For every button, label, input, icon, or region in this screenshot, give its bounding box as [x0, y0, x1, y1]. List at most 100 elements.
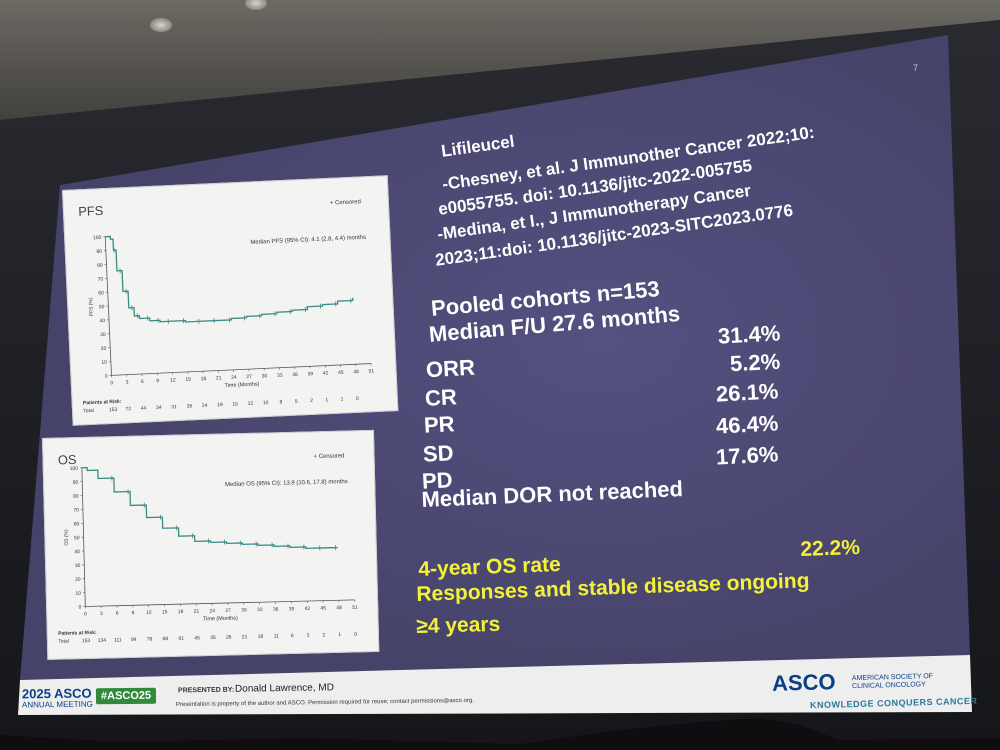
- risk-value: 44: [141, 405, 147, 411]
- x-tick-label: 51: [368, 368, 374, 374]
- y-tick-label: 40: [99, 318, 105, 324]
- meeting-subtitle: ANNUAL MEETING: [21, 699, 93, 710]
- censored-legend: + Censored: [314, 453, 345, 460]
- x-tick-label: 36: [273, 607, 279, 613]
- x-axis-label: Time (Months): [224, 382, 259, 390]
- slide-page-number: 7: [913, 63, 919, 73]
- y-axis: [104, 236, 112, 376]
- x-axis-label: Time (Months): [203, 616, 238, 623]
- risk-value: 134: [98, 638, 107, 644]
- x-tick-label: 15: [162, 609, 168, 615]
- x-tick-label: 39: [307, 371, 313, 377]
- x-tick-label: 15: [185, 377, 191, 383]
- risk-value: 19: [217, 402, 223, 408]
- asco-logo: ASCO: [771, 669, 836, 696]
- ceiling-light: [150, 18, 172, 32]
- risk-value: 94: [131, 637, 137, 643]
- y-tick-label: 90: [96, 249, 102, 255]
- median-label: Median OS (95% CI): 13.9 (10.6, 17.8) mo…: [225, 479, 348, 488]
- y-tick-label: 60: [98, 290, 104, 296]
- risk-value: 1: [338, 632, 341, 638]
- risk-value: 153: [109, 407, 118, 413]
- x-tick-label: 9: [132, 610, 135, 616]
- x-tick-label: 24: [209, 608, 215, 614]
- x-tick-label: 45: [338, 370, 344, 376]
- x-tick-label: 21: [216, 375, 222, 381]
- y-tick-label: 20: [101, 346, 107, 352]
- presented-by-label: PRESENTED BY:: [177, 686, 235, 695]
- y-tick-label: 100: [93, 235, 102, 241]
- y-tick-label: 0: [105, 374, 108, 380]
- risk-value: 2: [322, 632, 325, 638]
- pfs-chart-panel: PFS + Censored Median PFS (95% CI): 4.1 (2…: [62, 175, 399, 426]
- risk-value: 3: [307, 633, 310, 639]
- x-tick-label: 39: [289, 606, 295, 612]
- y-tick-label: 40: [74, 549, 80, 555]
- y-tick-label: 50: [74, 535, 80, 541]
- x-tick-label: 3: [126, 380, 129, 386]
- stat-label-cr: CR: [424, 384, 458, 411]
- y-tick-label: 90: [73, 480, 79, 486]
- x-tick-label: 30: [262, 373, 268, 379]
- ceiling-light: [245, 0, 267, 10]
- x-tick-label: 42: [323, 370, 329, 376]
- y-tick-label: 50: [99, 304, 105, 310]
- y-tick-label: 10: [75, 591, 81, 597]
- x-tick-label: 33: [277, 373, 283, 379]
- risk-value: 6: [291, 633, 294, 639]
- x-tick-label: 27: [246, 374, 252, 380]
- stat-value-cr: 5.2%: [729, 348, 781, 377]
- risk-value: 26: [187, 403, 193, 409]
- risk-table-label: Patients at Risk:: [58, 630, 97, 637]
- x-axis: [111, 363, 372, 376]
- risk-value: 2: [310, 398, 313, 404]
- x-tick-label: 0: [84, 611, 87, 617]
- risk-value: 45: [194, 635, 200, 641]
- x-tick-label: 42: [305, 606, 311, 612]
- x-tick-label: 12: [146, 610, 152, 616]
- risk-value: 111: [114, 637, 122, 643]
- risk-value: 24: [202, 403, 208, 409]
- x-tick-label: 33: [257, 607, 263, 613]
- risk-value: 72: [125, 406, 131, 412]
- risk-value: 35: [210, 635, 216, 641]
- x-tick-label: 48: [336, 605, 342, 611]
- y-axis-label: PFS (%): [88, 297, 95, 316]
- responses-duration: ≥4 years: [416, 612, 501, 638]
- risk-value: 5: [295, 399, 298, 405]
- risk-value: 68: [163, 636, 169, 642]
- risk-value: 0: [354, 632, 357, 638]
- risk-value: 61: [178, 636, 184, 642]
- y-tick-label: 30: [100, 332, 106, 338]
- x-tick-label: 45: [320, 605, 326, 611]
- stat-value-pr: 26.1%: [715, 378, 779, 407]
- stat-label-pr: PR: [423, 411, 456, 438]
- censored-legend: + Censored: [330, 199, 361, 206]
- x-tick-label: 6: [116, 611, 119, 617]
- stat-value-sd: 46.4%: [715, 410, 779, 439]
- presenter-name: Donald Lawrence, MD: [234, 682, 335, 695]
- y-tick-label: 10: [101, 360, 107, 366]
- y-tick-label: 0: [79, 605, 82, 611]
- risk-value: 9: [279, 399, 282, 405]
- x-tick-label: 0: [110, 380, 113, 386]
- stat-value-pd: 17.6%: [715, 441, 779, 470]
- risk-value: 21: [242, 634, 248, 640]
- x-tick-label: 48: [353, 369, 359, 375]
- os-rate-label: 4-year OS rate: [418, 553, 562, 581]
- x-tick-label: 6: [141, 379, 144, 385]
- x-tick-label: 18: [201, 376, 207, 382]
- y-tick-label: 80: [73, 494, 79, 500]
- km-curve: [105, 235, 354, 323]
- os-rate-value: 22.2%: [800, 535, 861, 561]
- risk-value: 0: [356, 396, 359, 402]
- risk-value: 10: [263, 400, 269, 406]
- x-tick-label: 18: [178, 609, 184, 615]
- y-tick-label: 60: [74, 521, 80, 527]
- stat-label-orr: ORR: [425, 354, 476, 383]
- stat-value-orr: 31.4%: [717, 320, 781, 349]
- x-tick-label: 24: [231, 375, 237, 381]
- chart-title: OS: [58, 452, 77, 467]
- risk-table-label: Patients at Risk:: [83, 399, 122, 407]
- risk-value: 26: [226, 635, 232, 641]
